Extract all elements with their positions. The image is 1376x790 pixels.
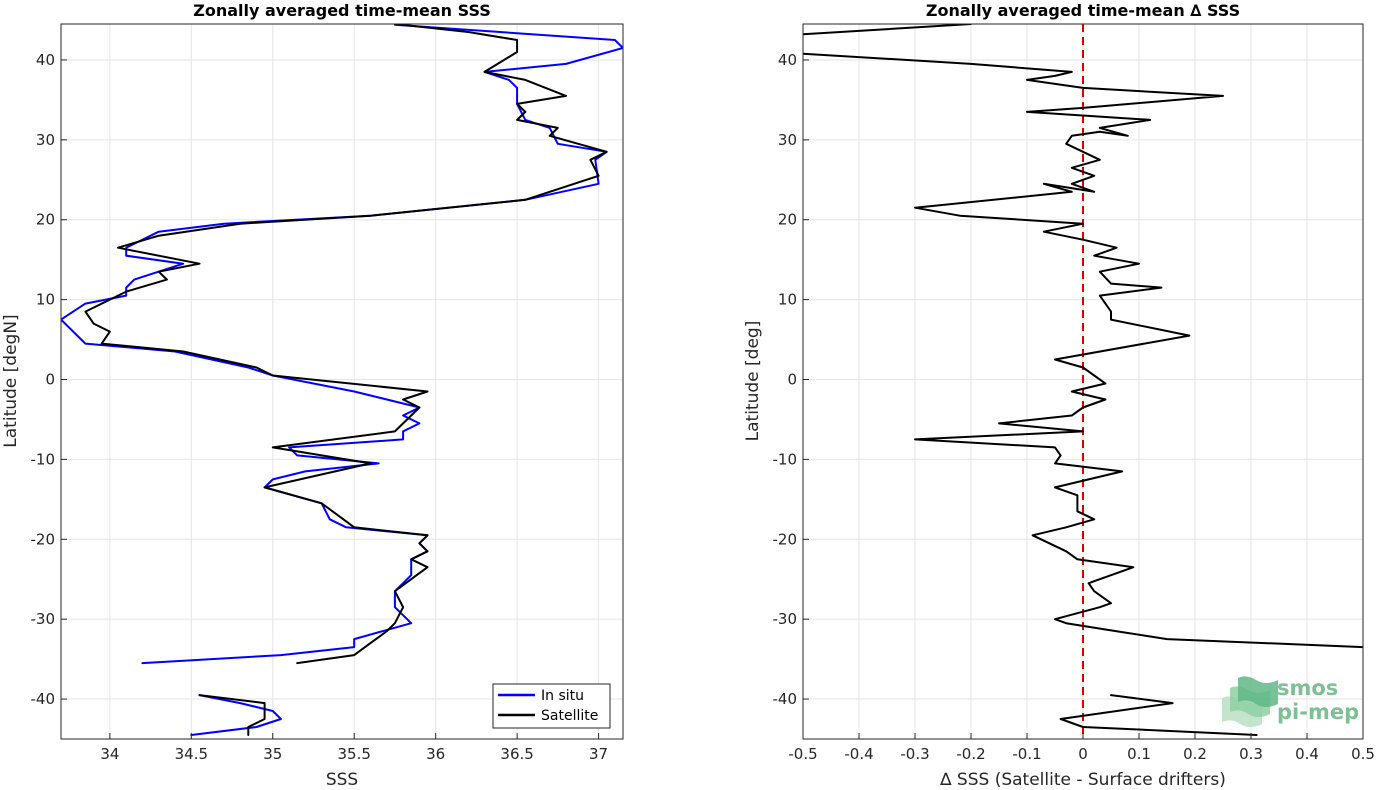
left-x-tick-label: 36	[426, 745, 445, 763]
right-y-axis-label: Latitude [deg]	[743, 321, 763, 442]
left-y-tick-label: -10	[31, 450, 56, 468]
right-y-tick-label: 10	[778, 291, 797, 309]
right-chart-title: Zonally averaged time-mean ∆ SSS	[926, 1, 1240, 20]
right-series-delta-sss-line	[1059, 694, 1258, 736]
right-x-tick-label: -0.1	[1012, 745, 1041, 763]
left-chart-title: Zonally averaged time-mean SSS	[193, 1, 491, 20]
right-series-delta-sss-line	[803, 24, 972, 36]
legend-satellite-label: Satellite	[541, 708, 598, 724]
left-x-axis-label: SSS	[326, 770, 358, 790]
legend: In situ Satellite	[492, 683, 611, 729]
left-y-tick-label: 10	[36, 291, 55, 309]
right-series-layer	[803, 24, 1363, 739]
right-x-tick-label: 0.4	[1295, 745, 1319, 763]
left-y-tick-label: 20	[36, 211, 55, 229]
right-x-tick-label: 0.5	[1351, 745, 1375, 763]
logo-emblem	[1222, 676, 1278, 727]
left-series-satellite-line	[84, 24, 608, 665]
right-x-tick-label: 0.3	[1239, 745, 1263, 763]
right-x-tick-label: -0.3	[900, 745, 929, 763]
left-y-tick-label: -20	[31, 530, 56, 548]
smos-pi-mep-logo: smos pi-mep	[1222, 676, 1359, 727]
right-y-tick-label: -40	[773, 690, 798, 708]
right-x-tick-label: 0.2	[1183, 745, 1207, 763]
right-x-tick-label: 0.1	[1127, 745, 1151, 763]
right-x-tick-label: -0.5	[788, 745, 817, 763]
left-grid	[61, 24, 623, 739]
left-y-tick-label: -30	[31, 610, 56, 628]
right-ticks: -0.5 -0.4 -0.3 -0.2 -0.1 0 0.1 0.2 0.3 0.4 0.5 -40 -…	[773, 51, 1375, 763]
right-y-tick-label: 20	[778, 211, 797, 229]
left-series-in-situ-line	[190, 694, 282, 736]
left-x-tick-label: 35	[263, 745, 282, 763]
left-series-layer	[61, 24, 623, 736]
left-series-satellite-line	[198, 694, 266, 736]
legend-box	[492, 683, 611, 729]
left-x-tick-label: 34	[100, 745, 119, 763]
legend-in-situ-label: In situ	[541, 688, 584, 704]
right-y-tick-label: -10	[773, 450, 798, 468]
left-x-tick-label: 35.5	[338, 745, 371, 763]
left-x-tick-label: 37	[589, 745, 608, 763]
left-y-tick-label: -40	[31, 690, 56, 708]
right-x-axis-label: ∆ SSS (Satellite - Surface drifters)	[939, 770, 1226, 790]
right-x-tick-label: -0.4	[844, 745, 873, 763]
right-series-delta-sss-line	[803, 52, 1363, 649]
right-x-tick-label: -0.2	[956, 745, 985, 763]
left-y-axis-label: Latitude [degN]	[1, 314, 21, 447]
left-axes-border	[60, 23, 624, 740]
logo-text-smos: smos	[1277, 676, 1338, 700]
right-y-tick-label: 40	[778, 51, 797, 69]
left-x-tick-label: 36.5	[500, 745, 533, 763]
logo-text-pi-mep: pi-mep	[1277, 700, 1359, 724]
left-chart: 34 34.5 35 35.5 36 36.5 37 -40 -30 -20 -10 0 10 20 30 4…	[1, 1, 624, 790]
left-x-tick-label: 34.5	[175, 745, 208, 763]
right-x-tick-label: 0	[1078, 745, 1088, 763]
left-axes-frame	[61, 24, 623, 739]
left-y-tick-label: 40	[36, 51, 55, 69]
right-y-tick-label: 30	[778, 131, 797, 149]
right-chart: -0.5 -0.4 -0.3 -0.2 -0.1 0 0.1 0.2 0.3 0.4 0.5 -40 -…	[743, 1, 1375, 790]
right-y-tick-label: 0	[787, 371, 797, 389]
left-y-tick-label: 0	[45, 371, 55, 389]
right-y-tick-label: -20	[773, 530, 798, 548]
left-y-tick-label: 30	[36, 131, 55, 149]
left-ticks: 34 34.5 35 35.5 36 36.5 37 -40 -30 -20 -10 0 10 20 30 4…	[31, 51, 609, 763]
right-y-tick-label: -30	[773, 610, 798, 628]
